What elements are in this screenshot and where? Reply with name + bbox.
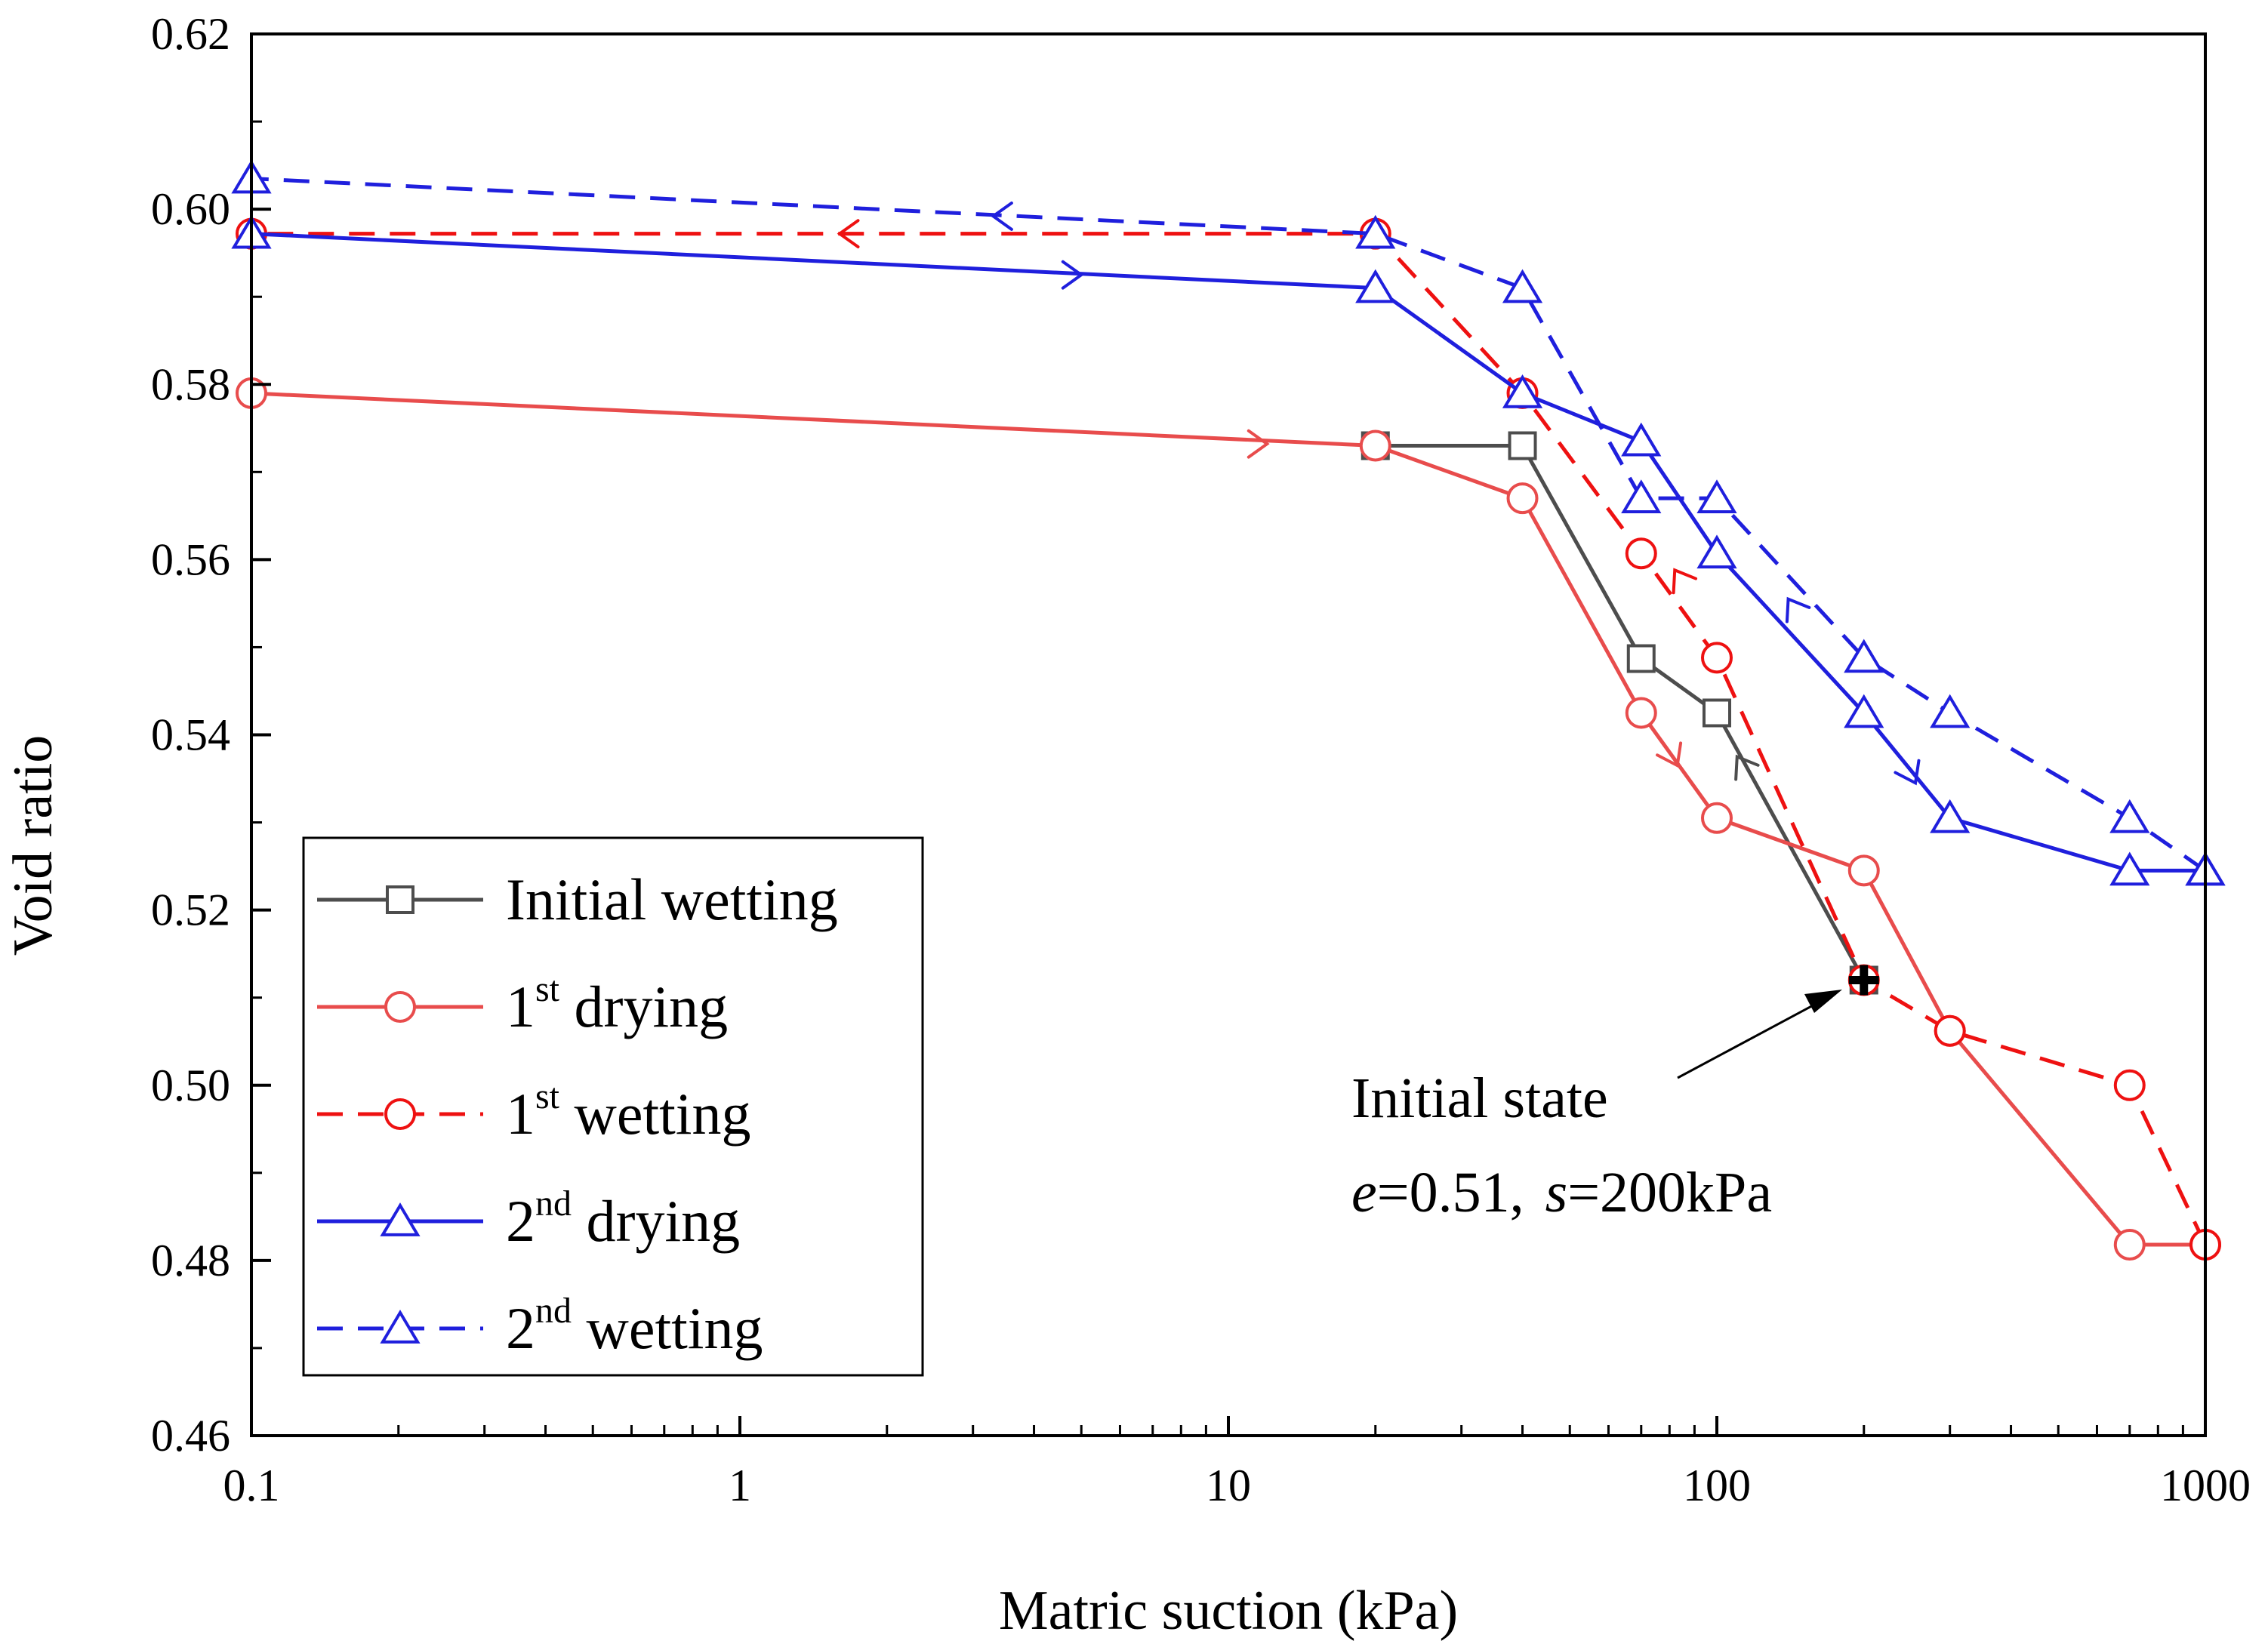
legend-swatch-marker xyxy=(384,1098,416,1130)
data-point-first-drying xyxy=(1701,802,1733,834)
annotation-e-value: =0.51, xyxy=(1377,1161,1524,1224)
annotation-s-value: =200kPa xyxy=(1567,1161,1772,1224)
direction-arrow-first-wetting xyxy=(837,219,860,249)
legend-label-base: 1 xyxy=(506,974,535,1039)
legend-label-base: 2 xyxy=(506,1295,535,1361)
series-first-drying xyxy=(236,377,2221,1261)
annotation-line-1: Initial state xyxy=(1351,1067,1608,1130)
legend-item-first-wetting: 1st wetting xyxy=(317,1076,750,1147)
legend-label-rest: drying xyxy=(572,1188,740,1254)
y-tick-label: 0.52 xyxy=(151,885,230,935)
y-tick-label: 0.54 xyxy=(151,710,230,760)
y-tick-label: 0.58 xyxy=(151,359,230,409)
legend-label-rest: drying xyxy=(559,974,728,1039)
x-tick-label: 1000 xyxy=(2160,1461,2251,1510)
legend-swatch-marker xyxy=(384,991,416,1023)
initial-state-cross-marker xyxy=(1848,965,1879,996)
data-point-second-wetting xyxy=(1502,269,1543,303)
data-point-second-wetting xyxy=(1930,694,1971,728)
y-axis-title: Void ratio xyxy=(2,735,64,956)
legend-swatch-marker xyxy=(386,885,414,914)
series-layer xyxy=(231,159,2226,1261)
data-point-initial-wetting xyxy=(1703,698,1731,728)
legend-label: Initial wetting xyxy=(506,867,838,932)
data-point-second-wetting xyxy=(1696,479,1737,513)
direction-arrow-second-wetting xyxy=(1785,596,1811,623)
data-point-initial-wetting xyxy=(1626,644,1656,673)
series-second-drying xyxy=(231,214,2226,886)
legend-label-superscript: st xyxy=(535,969,560,1009)
y-tick-label: 0.60 xyxy=(151,184,230,234)
x-tick-label: 100 xyxy=(1683,1461,1751,1510)
legend-label-base: 1 xyxy=(506,1081,535,1147)
data-point-second-drying xyxy=(1696,534,1737,569)
data-point-first-wetting xyxy=(1934,1014,1966,1047)
data-point-second-drying xyxy=(1930,799,1971,833)
direction-arrow-second-wetting xyxy=(991,201,1013,231)
annotation-line-2: e=0.51, s=200kPa xyxy=(1351,1161,1772,1224)
legend-label-superscript: nd xyxy=(535,1184,572,1224)
initial-state-annotation: Initial state e=0.51, s=200kPa xyxy=(1351,990,1842,1224)
x-tick-label: 0.1 xyxy=(223,1461,280,1510)
direction-arrow-initial-wetting xyxy=(1734,754,1760,781)
data-point-second-drying xyxy=(1621,422,1662,457)
series-initial-wetting xyxy=(1360,431,1878,995)
legend-item-initial-wetting: Initial wetting xyxy=(317,867,838,932)
series-second-wetting xyxy=(231,159,2226,886)
data-point-first-drying xyxy=(1625,697,1657,729)
data-point-second-wetting xyxy=(2109,799,2150,833)
data-point-first-wetting xyxy=(1625,537,1657,570)
data-point-first-drying xyxy=(1359,429,1391,462)
legend-label-base: Initial wetting xyxy=(506,867,838,932)
annotation-arrow-line xyxy=(1677,996,1828,1079)
data-point-second-wetting xyxy=(1355,214,1396,249)
data-point-second-wetting xyxy=(1621,479,1662,513)
legend-label-base: 2 xyxy=(506,1188,535,1254)
y-tick-label: 0.62 xyxy=(151,9,230,59)
direction-arrow-second-drying xyxy=(1061,260,1084,290)
y-tick-label: 0.50 xyxy=(151,1061,230,1110)
tick-layer: 0.1 1 10 100 1000 0.46 0.48 0.50 0.52 0.54 0.56 0.5… xyxy=(151,9,2251,1510)
data-point-initial-wetting xyxy=(1508,431,1537,460)
data-point-second-drying xyxy=(1502,374,1543,408)
x-tick-label: 10 xyxy=(1206,1461,1251,1510)
legend-label-rest: wetting xyxy=(559,1081,750,1147)
y-tick-label: 0.46 xyxy=(151,1411,230,1461)
data-point-second-drying xyxy=(1355,269,1396,303)
direction-arrow-first-drying xyxy=(1656,741,1683,768)
annotation-s-symbol: s xyxy=(1545,1161,1568,1224)
direction-arrow-first-drying xyxy=(1246,429,1270,459)
data-point-first-drying xyxy=(2113,1228,2146,1261)
data-point-second-drying xyxy=(2109,851,2150,886)
legend-item-second-wetting: 2nd wetting xyxy=(317,1291,763,1361)
series-line-second-drying xyxy=(251,232,2205,873)
data-point-first-wetting xyxy=(1701,642,1733,674)
y-tick-label: 0.48 xyxy=(151,1236,230,1285)
legend-item-second-drying: 2nd drying xyxy=(317,1184,740,1254)
data-point-first-drying xyxy=(1506,482,1539,515)
annotation-arrow-head xyxy=(1804,990,1842,1013)
legend-swatch-marker xyxy=(380,1202,421,1236)
x-tick-label: 1 xyxy=(729,1461,751,1510)
legend-label: 1st drying xyxy=(506,969,728,1039)
data-point-first-drying xyxy=(1847,854,1880,887)
direction-arrow-first-wetting xyxy=(1672,568,1698,595)
data-point-first-wetting xyxy=(2113,1069,2146,1101)
legend-label-superscript: nd xyxy=(535,1291,572,1331)
legend-label: 2nd wetting xyxy=(506,1291,763,1361)
legend-label-rest: wetting xyxy=(572,1295,763,1361)
annotation-e-symbol: e xyxy=(1351,1161,1377,1224)
data-point-second-wetting xyxy=(1844,639,1884,673)
legend-item-first-drying: 1st drying xyxy=(317,969,728,1039)
legend-swatch-marker xyxy=(380,1310,421,1344)
data-point-second-drying xyxy=(1844,694,1884,728)
legend-label-superscript: st xyxy=(535,1076,560,1116)
legend-label: 1st wetting xyxy=(506,1076,750,1147)
legend-label: 2nd drying xyxy=(506,1184,740,1254)
y-tick-label: 0.56 xyxy=(151,534,230,584)
direction-arrow-second-drying xyxy=(1894,759,1921,786)
x-axis-title: Matric suction (kPa) xyxy=(999,1580,1458,1642)
